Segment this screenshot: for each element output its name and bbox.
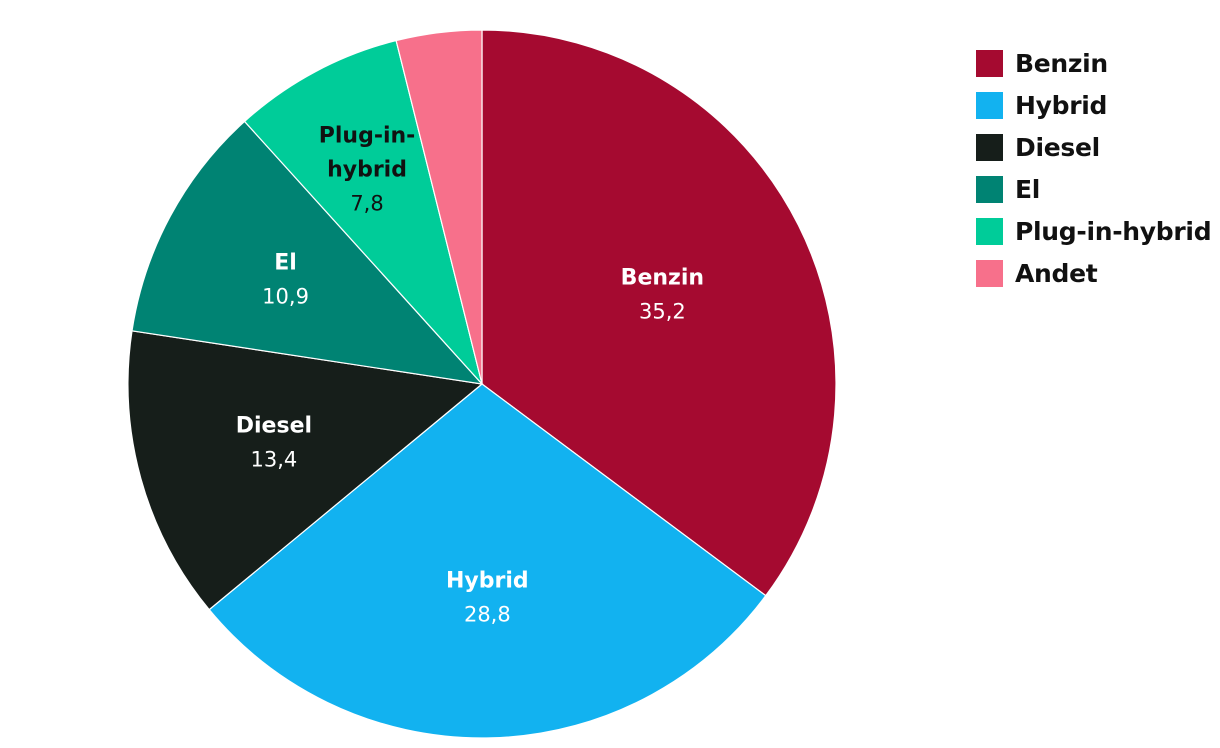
slice-value-benzin: 35,2: [639, 300, 686, 324]
legend-swatch-plug-in-hybrid: [976, 217, 1003, 245]
legend-label-el: El: [1015, 174, 1041, 204]
slice-name-hybrid: Hybrid: [446, 568, 529, 593]
pie-slice-plug-in-hybrid: [243, 39, 483, 385]
legend-label-diesel: Diesel: [1015, 132, 1100, 162]
pie-slice-hybrid: [208, 383, 767, 739]
slice-name-benzin: Benzin: [621, 266, 704, 291]
legend-item-plug-in-hybrid: Plug-in-hybrid: [976, 210, 1212, 252]
pie-slices: [127, 29, 837, 739]
legend-item-benzin: Benzin: [976, 42, 1211, 84]
legend-label-benzin: Benzin: [1015, 48, 1108, 78]
slice-name-diesel: Diesel: [236, 414, 312, 439]
legend-swatch-diesel: [976, 133, 1003, 161]
pie-slice-andet: [395, 29, 483, 385]
pie-slice-diesel: [127, 330, 484, 611]
pie-slice-benzin: [481, 29, 837, 597]
pie-slice-el: [131, 120, 484, 385]
slice-value-el: 10,9: [262, 284, 309, 308]
legend-item-el: El: [976, 168, 1211, 210]
legend-label-andet: Andet: [1015, 258, 1098, 288]
legend-item-andet: Andet: [976, 252, 1211, 294]
legend-swatch-benzin: [976, 49, 1003, 77]
legend-item-hybrid: Hybrid: [976, 84, 1211, 126]
legend-label-plug-in-hybrid: Plug-in-hybrid: [1015, 216, 1212, 246]
chart-legend: Benzin Hybrid Diesel El Plug-in-hybrid A…: [976, 42, 1212, 294]
slice-value-plug-in-hybrid: 7,8: [350, 191, 383, 215]
pie-slice-labels: Benzin 35,2 Hybrid 28,8 Diesel 13,4 El 10,9 Plug…: [236, 123, 704, 626]
slice-label-hybrid: Hybrid 28,8: [446, 568, 529, 626]
legend-swatch-andet: [976, 259, 1003, 287]
slice-label-el: El 10,9: [262, 250, 309, 308]
legend-label-hybrid: Hybrid: [1015, 90, 1108, 120]
slice-name-plug-in-hybrid-line-2: hybrid: [327, 157, 407, 182]
slice-value-hybrid: 28,8: [464, 602, 511, 626]
slice-label-diesel: Diesel 13,4: [236, 414, 312, 472]
legend-item-diesel: Diesel: [976, 126, 1211, 168]
slice-label-plug-in-hybrid: Plug-in-hybrid 7,8: [319, 123, 416, 215]
slice-name-el: El: [274, 250, 297, 275]
legend-swatch-hybrid: [976, 91, 1003, 119]
slice-value-diesel: 13,4: [251, 448, 298, 472]
legend-swatch-el: [976, 175, 1003, 203]
slice-label-benzin: Benzin 35,2: [621, 266, 704, 324]
slice-name-plug-in-hybrid-line-1: Plug-in-: [319, 123, 416, 148]
